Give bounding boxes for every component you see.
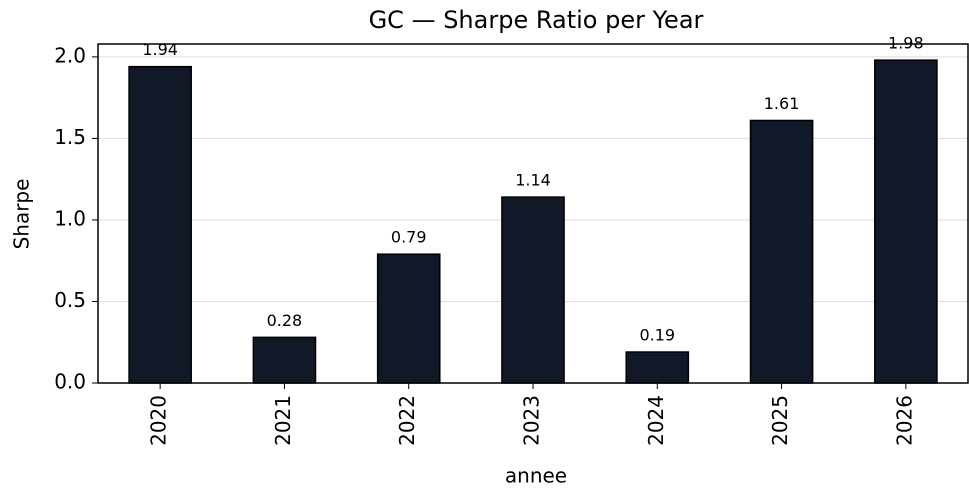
value-label: 1.14 xyxy=(515,171,551,190)
y-tick-label: 1.5 xyxy=(54,125,86,149)
y-tick-label: 0.5 xyxy=(54,288,86,312)
value-label: 0.19 xyxy=(639,326,675,345)
x-tick-label: 2023 xyxy=(520,395,544,446)
value-label: 1.94 xyxy=(142,40,178,59)
x-tick-label: 2024 xyxy=(644,395,668,446)
value-label: 0.79 xyxy=(391,228,427,247)
bar xyxy=(376,253,441,384)
value-label: 1.61 xyxy=(764,94,800,113)
bar xyxy=(749,119,814,384)
y-tick-label: 0.0 xyxy=(54,370,86,394)
x-tick-label: 2021 xyxy=(271,395,295,446)
y-tick-label: 1.0 xyxy=(54,206,86,230)
y-axis-label: Sharpe xyxy=(10,179,34,250)
y-tick-label: 2.0 xyxy=(54,43,86,67)
bar xyxy=(501,196,565,384)
bar xyxy=(874,59,938,384)
x-tick-label: 2026 xyxy=(892,395,916,446)
x-tick-label: 2022 xyxy=(395,395,419,446)
value-label: 0.28 xyxy=(267,311,303,330)
value-label: 1.98 xyxy=(888,34,924,53)
bar xyxy=(625,351,690,384)
bar xyxy=(252,336,317,384)
x-tick-label: 2025 xyxy=(768,395,792,446)
x-axis-label: annee xyxy=(505,464,567,488)
chart-title: GC — Sharpe Ratio per Year xyxy=(369,6,704,34)
x-tick-label: 2020 xyxy=(147,395,171,446)
axes-frame xyxy=(97,43,969,384)
bar xyxy=(128,65,192,384)
